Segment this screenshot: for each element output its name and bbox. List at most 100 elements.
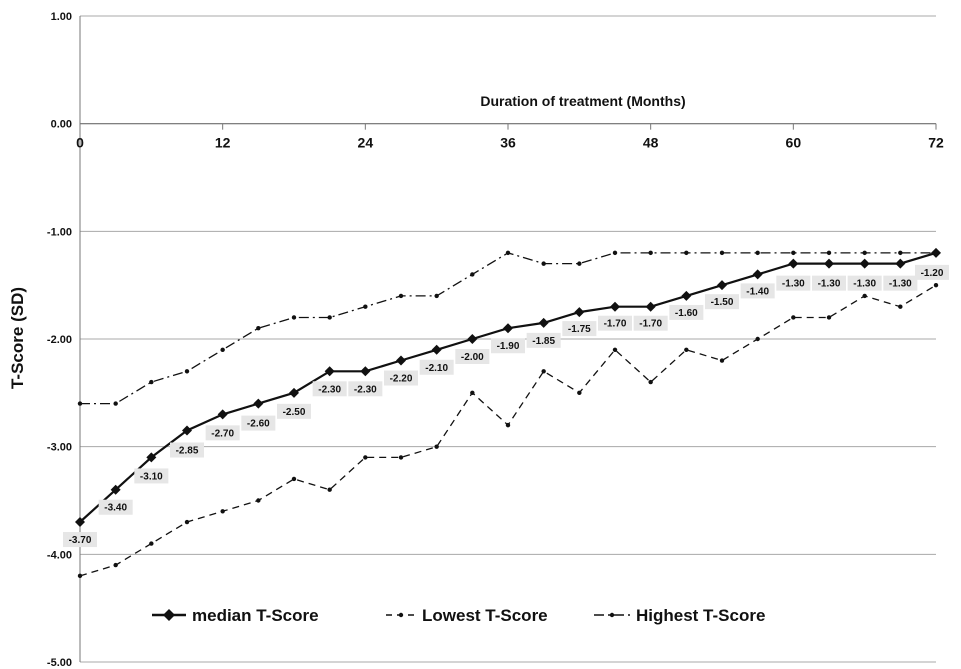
data-point (363, 455, 368, 460)
data-point (324, 366, 335, 377)
data-point (470, 390, 475, 396)
data-point (648, 250, 653, 256)
data-label-bg (312, 381, 347, 397)
data-label: -2.20 (390, 374, 413, 385)
data-point (363, 304, 368, 309)
data-label: -1.20 (921, 268, 944, 279)
data-label-bg (705, 294, 739, 310)
legend-label-lowest: Lowest T-Score (422, 606, 548, 625)
legend-label-highest: Highest T-Score (636, 606, 765, 625)
legend-marker-median (163, 609, 175, 621)
y-axis-title: T-Score (SD) (8, 287, 27, 389)
data-point (755, 336, 760, 342)
y-tick-label: -4.00 (47, 549, 72, 561)
x-tick-label: 48 (643, 135, 659, 151)
data-point (541, 369, 546, 374)
data-point (291, 315, 297, 320)
data-point (467, 334, 478, 344)
data-point (933, 282, 939, 288)
data-point (648, 379, 653, 385)
data-label: -1.40 (746, 286, 769, 297)
data-point (77, 573, 83, 579)
series-line (79, 251, 937, 523)
data-label-bg (915, 264, 949, 280)
data-label: -2.00 (461, 352, 484, 363)
data-point (577, 261, 582, 266)
data-point (824, 258, 834, 269)
data-label: -2.30 (318, 384, 341, 395)
data-point (684, 250, 689, 256)
data-label: -2.60 (247, 419, 270, 430)
data-label: -1.30 (853, 279, 876, 290)
series-highest-t-score (77, 250, 939, 406)
series-lowest-t-score (77, 282, 939, 579)
data-label-bg (98, 499, 133, 515)
data-label-bg (562, 321, 597, 337)
data-point (719, 250, 725, 256)
data-label-bg (277, 403, 311, 419)
data-point (149, 541, 154, 546)
data-point (75, 517, 85, 528)
data-point (184, 369, 190, 374)
data-point (289, 387, 299, 398)
data-label-bg (883, 275, 918, 291)
data-label-bg (348, 381, 383, 397)
data-point (859, 258, 870, 269)
data-point (826, 250, 832, 256)
data-point (396, 355, 406, 366)
data-label: -1.90 (497, 341, 520, 352)
axes (79, 16, 937, 662)
data-label-bg (134, 468, 169, 484)
data-point (719, 358, 725, 363)
data-label-bg (205, 425, 240, 441)
data-label-bg (526, 332, 561, 348)
data-label-bg (669, 304, 704, 320)
x-tick-labels: 0 12 24 36 48 60 72 (76, 135, 944, 151)
data-point (895, 258, 906, 269)
data-labels: -3.70 -3.40 -3.10 -2.85 -2.70 -2.60 -2.50 -2.30… (63, 264, 949, 548)
data-label-bg (740, 283, 775, 299)
y-tick-label: -5.00 (47, 657, 72, 669)
data-point (327, 487, 332, 492)
data-point (470, 272, 475, 277)
data-point (933, 250, 939, 256)
data-point (149, 379, 154, 385)
data-label-bg (419, 359, 454, 375)
data-point (184, 519, 190, 525)
data-point (110, 484, 121, 495)
data-point (755, 250, 760, 256)
data-point (220, 347, 225, 352)
data-label-bg (455, 349, 490, 364)
data-label: -1.75 (568, 324, 591, 335)
legend-marker-lowest (398, 612, 404, 618)
x-tick-label: 36 (500, 135, 516, 151)
data-label-bg (491, 338, 525, 354)
y-tick-label: 1.00 (51, 11, 72, 23)
x-tick-label: 60 (786, 135, 802, 151)
x-tick-label: 0 (76, 135, 84, 151)
data-point (398, 455, 404, 460)
data-label: -1.60 (675, 308, 698, 319)
data-label: -3.40 (104, 503, 127, 514)
data-label-bg (776, 275, 811, 291)
data-point (256, 326, 261, 331)
data-point (434, 293, 439, 299)
data-label-bg (241, 415, 276, 431)
data-point (113, 562, 118, 568)
data-label: -1.70 (604, 319, 627, 330)
y-tick-label: -2.00 (47, 334, 72, 346)
data-point (503, 323, 513, 334)
data-point (577, 390, 582, 396)
legend-marker-highest (609, 612, 615, 618)
data-point (826, 315, 832, 320)
data-point (541, 261, 546, 266)
data-point (505, 250, 511, 256)
data-label: -1.50 (711, 297, 734, 308)
data-point (146, 452, 157, 463)
data-point (256, 498, 261, 503)
data-label: -2.10 (425, 363, 448, 374)
data-label: -1.30 (818, 279, 841, 290)
data-label: -1.85 (532, 336, 555, 347)
data-point (77, 401, 83, 406)
